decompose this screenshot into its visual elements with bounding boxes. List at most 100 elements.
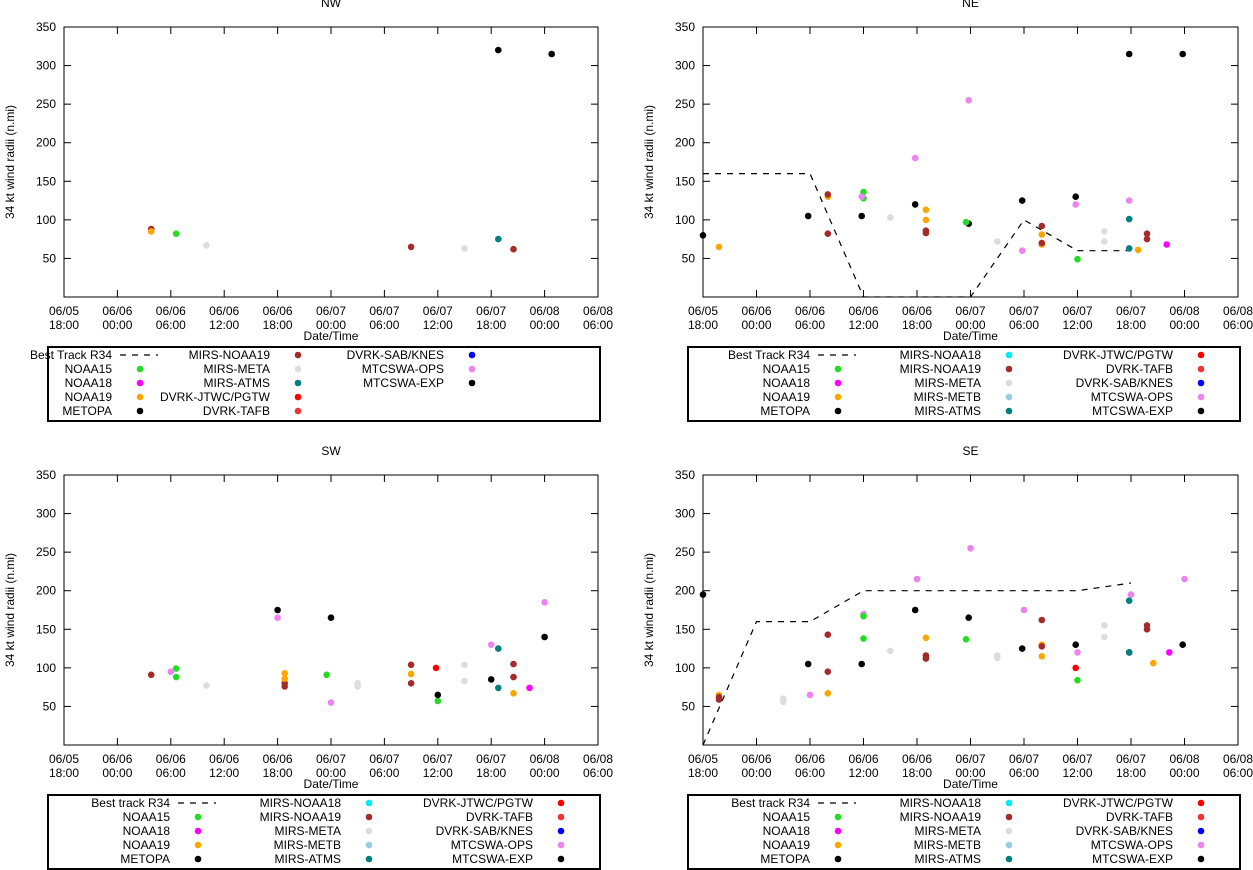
data-point: [715, 696, 723, 703]
data-point: [858, 212, 865, 220]
data-point: [1166, 649, 1173, 656]
legend-label: MTCSWA-EXP: [363, 376, 444, 390]
y-axis-label: 34 kt wind radii (n.mi): [642, 553, 656, 667]
data-point: [965, 614, 972, 621]
y-tick-label: 100: [675, 661, 695, 675]
legend-dot-marker: [834, 365, 842, 373]
legend-dot-marker: [136, 365, 144, 373]
data-point: [1101, 633, 1108, 641]
data-point: [323, 671, 330, 679]
data-point: [911, 201, 919, 208]
x-tick-label: 06/07: [316, 752, 346, 766]
data-point: [962, 218, 970, 226]
legend-dot-marker: [1005, 351, 1013, 359]
x-tick-label: 00:00: [530, 318, 560, 332]
legend-dot-marker: [1005, 379, 1013, 387]
x-tick-label: 06:00: [156, 766, 186, 780]
y-tick-label: 300: [36, 59, 56, 73]
y-tick-label: 200: [675, 136, 695, 150]
data-point: [495, 645, 502, 652]
y-tick-label: 150: [675, 622, 695, 636]
data-point: [1143, 235, 1151, 243]
data-point: [281, 670, 289, 677]
data-point: [806, 691, 814, 699]
x-tick-label: 06/07: [1062, 752, 1092, 766]
legend-dot-marker: [1005, 827, 1013, 835]
legend-dot-marker: [1005, 841, 1013, 849]
x-tick-label: 00:00: [741, 318, 771, 332]
legend-label: NOAA15: [123, 810, 171, 824]
x-axis-label: Date/Time: [943, 777, 998, 791]
legend-label: MIRS-ATMS: [915, 852, 981, 866]
y-tick-label: 200: [36, 584, 56, 598]
data-point: [203, 682, 210, 689]
x-tick-label: 06/06: [209, 752, 239, 766]
legend-dot-marker: [834, 855, 842, 863]
data-point: [1101, 238, 1108, 245]
legend-label: NOAA19: [763, 390, 811, 404]
legend-label: NOAA18: [65, 376, 113, 390]
x-tick-label: 12:00: [209, 766, 239, 780]
y-tick-label: 50: [43, 699, 57, 713]
legend-dot-marker: [1005, 407, 1013, 415]
x-tick-label: 06/07: [423, 752, 453, 766]
data-point: [1018, 197, 1026, 204]
data-point: [913, 575, 921, 583]
legend-dot-marker: [557, 813, 565, 821]
data-point: [147, 671, 155, 679]
data-point: [526, 684, 533, 692]
legend-dot-marker: [1197, 799, 1205, 807]
data-point: [922, 229, 930, 237]
legend-dot-marker: [834, 393, 842, 401]
data-point: [548, 50, 555, 58]
legend-dot-marker: [294, 379, 302, 387]
data-point: [824, 191, 832, 198]
y-tick-label: 350: [675, 468, 695, 482]
legend-label: DVRK-SAB/KNES: [1076, 824, 1173, 838]
data-point: [1127, 591, 1135, 598]
data-point: [1134, 246, 1142, 254]
data-point: [203, 242, 210, 249]
data-point: [407, 243, 415, 251]
data-point: [1038, 239, 1046, 247]
x-tick-label: 06/08: [1223, 304, 1253, 318]
plot-frame: [63, 26, 599, 298]
y-tick-label: 350: [36, 468, 56, 482]
legend-label: MTCSWA-OPS: [1091, 838, 1173, 852]
x-tick-label: 06/06: [741, 752, 771, 766]
x-tick-label: 06/06: [263, 304, 293, 318]
data-point: [510, 673, 517, 681]
legend-label: DVRK-JTWC/PGTW: [1063, 348, 1174, 362]
legend-dot-marker: [1197, 813, 1205, 821]
x-tick-label: 06/06: [848, 304, 878, 318]
legend-label: DVRK-SAB/KNES: [1076, 376, 1173, 390]
legend-dot-marker: [194, 813, 202, 821]
x-tick-label: 00:00: [741, 766, 771, 780]
x-tick-label: 06/08: [1169, 752, 1199, 766]
legend-label: MTCSWA-EXP: [1092, 852, 1173, 866]
data-point: [1038, 222, 1046, 230]
data-point: [1179, 50, 1186, 58]
data-point: [824, 668, 832, 675]
y-tick-label: 50: [43, 251, 57, 265]
legend-label: MIRS-NOAA18: [260, 796, 342, 810]
legend-label: NOAA19: [123, 838, 171, 852]
data-point: [1020, 606, 1028, 614]
data-point: [541, 633, 548, 641]
data-point: [167, 668, 175, 675]
legend-dot-marker: [468, 351, 476, 359]
legend-label: NOAA18: [763, 824, 811, 838]
data-point: [922, 216, 930, 224]
legend-dot-marker: [194, 855, 202, 863]
legend-label: MIRS-ATMS: [275, 852, 341, 866]
y-tick-label: 200: [36, 136, 56, 150]
data-point: [1038, 643, 1046, 650]
legend-box: [47, 346, 601, 422]
x-tick-label: 06:00: [369, 766, 399, 780]
x-tick-label: 18:00: [476, 766, 506, 780]
y-tick-label: 150: [36, 174, 56, 188]
x-tick-label: 06/06: [795, 304, 825, 318]
legend-dot-marker: [834, 379, 842, 387]
legend-dot-marker: [1197, 393, 1205, 401]
data-point: [432, 664, 440, 672]
